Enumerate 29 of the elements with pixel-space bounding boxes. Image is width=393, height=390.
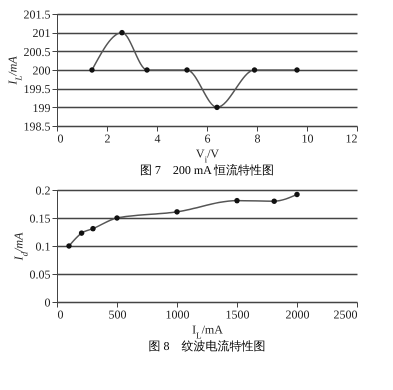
x-tick-label: 10 <box>302 132 314 146</box>
x-tick-label: 2000 <box>286 308 310 322</box>
y-tick-label: 198.5 <box>24 120 50 134</box>
text: 图 7 200 mA 恒流特性图 <box>140 163 274 177</box>
x-tick-label: 1500 <box>226 308 250 322</box>
x-tick-label: 0 <box>58 132 64 146</box>
y-tick-label: 199 <box>32 100 50 115</box>
x-tick-label: 6 <box>204 132 210 146</box>
x-tick-label: 12 <box>346 132 358 146</box>
x-tick-label: 1000 <box>166 308 190 322</box>
x-tick-label: 2500 <box>334 308 358 322</box>
y-tick-label: 0 <box>44 296 50 310</box>
y-tick-label: 200 <box>32 64 50 78</box>
x-tick-label: 500 <box>108 308 126 322</box>
y-tick-label: 201 <box>32 26 50 40</box>
y-tick-label: 0.1 <box>36 240 50 254</box>
y-tick-label: 0.2 <box>36 184 50 198</box>
x-tick-label: 0 <box>58 308 64 322</box>
x-axis-title: I$_{L}$/mA <box>192 322 224 340</box>
y-tick-label: 199.5 <box>24 82 50 96</box>
x-tick-label: 2 <box>104 132 110 146</box>
y-tick-label: 0.15 <box>30 212 50 226</box>
x-axis-title: V$_{i}$/V <box>196 146 220 164</box>
y-tick-label: 0.05 <box>30 268 50 282</box>
x-tick-label: 4 <box>154 132 160 146</box>
text: 图 8 纹波电流特性图 <box>148 339 266 353</box>
x-tick-label: 8 <box>254 132 260 146</box>
y-tick-label: 201.5 <box>24 8 50 22</box>
y-tick-label: 200.5 <box>24 44 50 59</box>
